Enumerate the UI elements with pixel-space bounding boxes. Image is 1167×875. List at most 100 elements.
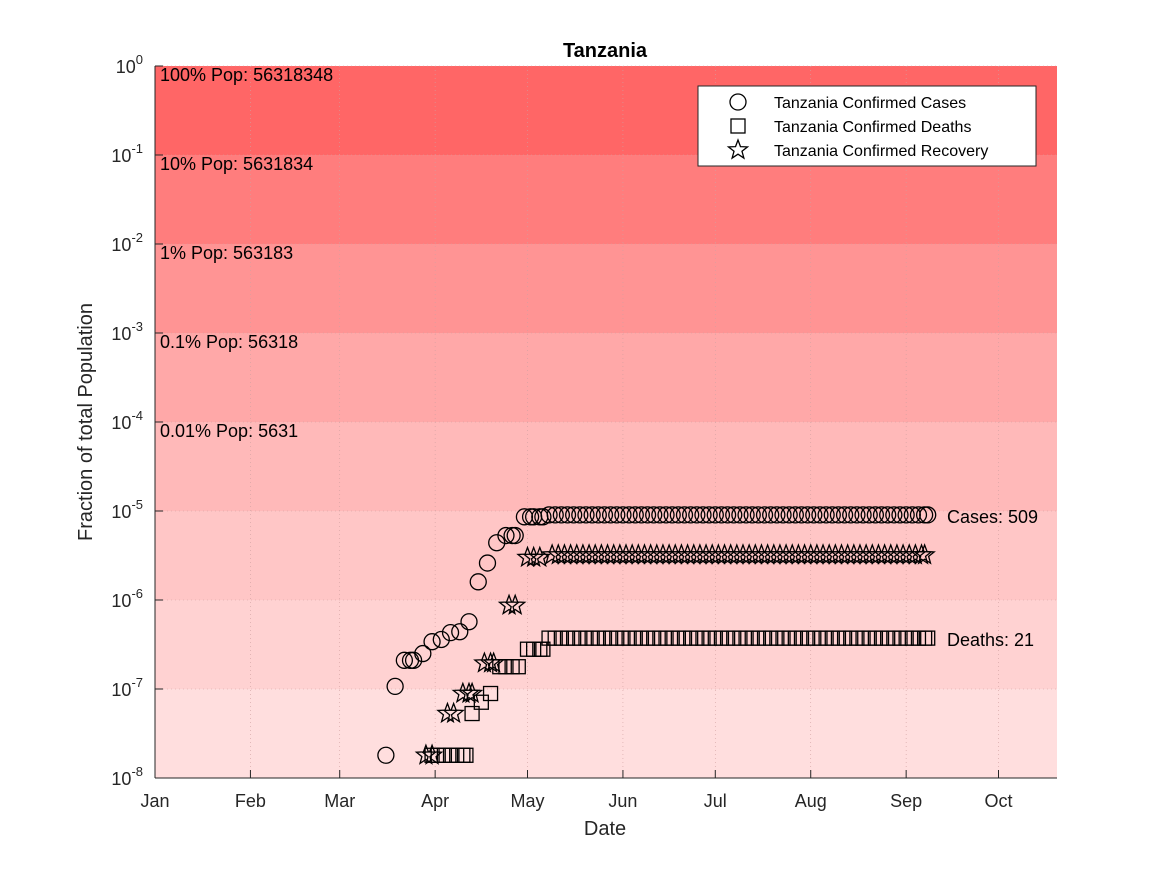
data-point-circle [663,506,681,524]
y-tick-label: 10-2 [111,230,143,255]
data-point-circle [774,506,792,524]
data-point-circle [737,506,755,524]
chart-title: Tanzania [563,40,648,62]
population-band [155,689,1057,778]
data-point-circle [842,506,860,524]
data-point-star [442,701,465,724]
data-point-circle [786,506,804,524]
data-point-circle [614,506,632,524]
data-point-square [535,641,551,657]
population-band [155,333,1057,422]
data-point-square [464,705,480,722]
x-tick-label: Jan [140,791,169,811]
data-point-star [503,593,527,615]
population-bands [155,66,1057,778]
population-band [155,244,1057,333]
legend-box [697,85,1037,167]
data-point-circle [725,506,743,524]
data-point-circle [404,651,423,669]
y-tick-label: 10-8 [111,764,143,789]
legend-entry: Tanzania Confirmed Recovery [774,143,988,160]
data-point-circle [451,623,469,641]
data-point-circle [780,506,798,524]
y-tick-label: 10-4 [111,408,143,433]
tick-labels: Jan Feb Mar Apr May Jun Jul Aug Sep Oct 100 10-1 10-… [111,52,1012,811]
y-tick-label: 10-3 [111,319,143,344]
data-point-circle [718,506,737,524]
data-point-circle [506,526,524,545]
data-point-star [482,651,505,673]
y-tick-label: 100 [116,52,143,77]
x-tick-label: Oct [985,791,1013,811]
data-point-circle [762,506,780,524]
series-circle [377,506,937,764]
data-point-circle [712,506,731,524]
band-label: 100% Pop: 56318348 [160,65,333,85]
data-point-circle [469,573,487,591]
data-point-circle [805,506,823,524]
data-point-circle [866,506,885,524]
series-star [414,543,936,765]
data-point-circle [577,506,595,524]
data-point-circle [749,506,768,524]
data-point-circle [798,506,817,524]
data-point-circle [768,506,786,524]
data-point-circle [601,506,620,524]
data-point-circle [897,506,915,524]
x-tick-label: Sep [890,791,922,811]
data-point-circle [675,506,694,524]
data-point-circle [694,506,712,524]
data-point-star [528,545,552,568]
data-point-star [420,743,444,765]
data-point-circle [377,746,395,764]
data-point-circle [891,506,909,524]
data-point-circle [552,506,571,524]
data-point-circle [558,506,577,524]
data-point-circle [608,506,626,524]
x-tick-label: Feb [235,791,266,811]
data-point-circle [395,651,414,669]
data-point-circle [792,506,811,524]
data-point-circle [885,506,903,524]
population-band [155,422,1057,511]
data-point-circle [460,613,478,631]
data-point-square [482,685,499,702]
data-point-star [522,545,545,568]
data-point-circle [688,506,706,524]
data-point-star [460,681,484,704]
data-point-circle [497,526,515,545]
legend-marker-circle [729,93,747,111]
data-point-circle [755,506,774,524]
data-point-circle [540,506,558,524]
series-end-labels: Cases: 509 Deaths: 21 [947,507,1038,650]
data-point-circle [817,506,835,524]
data-point-circle [583,506,601,524]
series-square [424,630,936,763]
data-point-circle [848,506,866,524]
axes [154,65,1057,779]
data-point-circle [657,506,675,524]
legend-entry: Tanzania Confirmed Cases [774,95,966,112]
data-point-circle [441,623,460,642]
x-tick-label: Mar [324,791,355,811]
data-point-circle [546,506,564,524]
data-point-circle [919,506,937,524]
data-point-circle [571,506,589,524]
data-point-circle [879,506,897,524]
data-point-square [920,630,936,646]
y-tick-label: 10-5 [111,497,143,522]
legend-marker-star [726,138,750,160]
data-point-circle [620,506,638,524]
data-point-circle [854,506,872,524]
data-point-circle [432,630,450,649]
data-point-circle [651,506,669,524]
data-point-circle [478,554,497,572]
data-point-circle [589,506,607,524]
legend-entry: Tanzania Confirmed Deaths [774,119,971,136]
data-point-circle [872,506,891,524]
y-tick-label: 10-6 [111,586,143,611]
data-point-square [510,659,526,675]
band-label: 0.1% Pop: 56318 [160,332,298,352]
y-tick-label: 10-7 [111,675,143,700]
